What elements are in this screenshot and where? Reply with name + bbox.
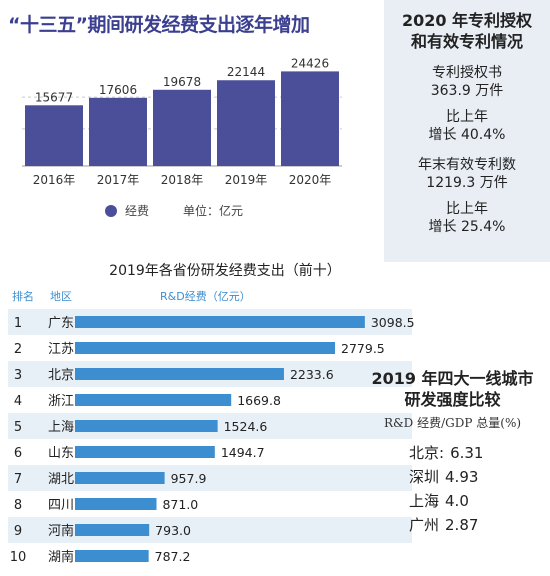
rank-label: 1 [14,316,22,331]
city-box-subtitle: R&D 经费/GDP 总量(%) [383,416,522,430]
legend-label: 经费 [125,204,150,218]
city-value: 6.31 [450,444,484,462]
region-label: 湖北 [48,472,74,487]
grant-growth-value: 增长 40.4% [428,127,506,143]
bar-江苏 [75,342,336,354]
unit-label: 单位：亿元 [183,204,244,218]
grant-value: 363.9 万件 [430,83,504,99]
annual-rd-bar-chart: 15677 2016年 17606 2017年 19678 2018年 22144 2019年… [22,56,342,187]
legend-swatch-icon [105,204,117,217]
top-chart-title: “十三五”期间研发经费支出逐年增加 [8,14,310,36]
city-row: 广州 2.87 [409,513,550,537]
bar-山东 [75,446,215,458]
city-name: 北京: [409,444,445,462]
region-label: 广东 [48,316,74,331]
patent-title-line2: 和有效专利情况 [410,32,523,51]
bar-广东 [75,316,365,328]
province-chart-title: 2019年各省份研发经费支出（前十） [109,263,341,279]
bar-2020年 [281,71,339,166]
bar-value-label: 3098.5 [371,315,415,330]
col-rank-header: 排名 [12,289,34,303]
top-chart-legend: 经费 单位：亿元 [105,202,243,219]
region-label: 浙江 [48,394,74,409]
bar-value-label: 19678 [163,75,201,89]
bar-value-label: 2779.5 [341,341,385,356]
city-name: 上海 [409,492,440,510]
rank-label: 8 [14,498,22,513]
rank-label: 6 [14,446,22,461]
region-label: 四川 [48,498,74,513]
valid-growth-value: 增长 25.4% [428,219,506,235]
region-label: 江苏 [48,341,74,357]
region-label: 河南 [48,523,74,539]
bar-河南 [75,524,150,536]
bar-浙江 [75,394,232,406]
bar-北京 [75,368,284,380]
city-intensity-box: 2019 年四大一线城市 研发强度比较 R&D 经费/GDP 总量(%) 北京:… [355,368,550,537]
bar-value-label: 22144 [227,65,265,79]
rank-label: 7 [14,472,22,487]
bar-value-label: 2233.6 [290,367,334,382]
rank-label: 3 [14,368,22,383]
x-tick-label: 2018年 [161,173,204,187]
rank-label: 10 [10,550,27,565]
bar-value-label: 787.2 [155,549,191,564]
bar-value-label: 17606 [99,83,137,97]
valid-label: 年末有效专利数 [418,157,516,173]
bar-湖南 [75,550,149,562]
rank-label: 9 [14,524,22,539]
patent-title-line1: 2020 年专利授权 [401,11,533,30]
city-row: 北京: 6.31 [409,441,550,465]
bar-湖北 [75,472,165,484]
bar-2016年 [25,105,83,166]
bar-value-label: 1524.6 [224,419,268,434]
patent-panel: 2020 年专利授权 和有效专利情况 专利授权书 363.9 万件 比上年 增长… [384,0,550,262]
city-row: 深圳 4.93 [409,465,550,489]
grant-growth-label: 比上年 [446,109,488,125]
city-box-title: 2019 年四大一线城市 研发强度比较 [355,368,550,410]
rank-label: 5 [14,420,22,435]
bar-value-label: 15677 [35,90,73,104]
city-value: 4.93 [445,468,479,486]
bar-value-label: 871.0 [162,497,198,512]
valid-value: 1219.3 万件 [426,175,508,191]
region-label: 北京 [48,368,74,383]
rank-label: 2 [14,342,22,357]
x-tick-label: 2017年 [97,173,140,187]
bar-value-label: 24426 [291,56,329,70]
bar-value-label: 1494.7 [221,445,265,460]
bar-value-label: 957.9 [171,471,207,486]
region-label: 山东 [48,446,74,461]
col-value-header: R&D经费（亿元） [160,290,251,303]
col-region-header: 地区 [50,290,72,303]
city-list: 北京: 6.31 深圳 4.93 上海 4.0 广州 2.87 [409,441,550,537]
x-tick-label: 2019年 [225,173,268,187]
province-rd-bar-chart: 排名 地区 R&D经费（亿元） 1 广东 3098.5 2 江苏 2779.5 3 北京 2233.6… [8,289,415,565]
city-row: 上海 4.0 [409,489,550,513]
bar-上海 [75,420,218,432]
x-tick-label: 2016年 [33,173,76,187]
city-value: 4.0 [445,492,469,510]
city-title-line2: 研发强度比较 [404,390,501,409]
x-tick-label: 2020年 [289,173,332,187]
bar-value-label: 1669.8 [237,393,281,408]
bar-2017年 [89,97,147,166]
region-label: 湖南 [48,549,74,565]
valid-growth-label: 比上年 [446,201,488,217]
rank-label: 4 [14,394,22,409]
city-title-line1: 2019 年四大一线城市 [371,369,534,388]
city-value: 2.87 [445,516,479,534]
grant-label: 专利授权书 [432,65,502,81]
bar-2018年 [153,89,211,166]
bar-2019年 [217,80,275,166]
city-name: 深圳 [409,468,440,486]
bar-value-label: 793.0 [155,523,191,538]
city-name: 广州 [409,516,440,534]
patent-panel-title: 2020 年专利授权 和有效专利情况 [384,10,550,52]
region-label: 上海 [48,420,74,435]
bar-四川 [75,498,157,510]
